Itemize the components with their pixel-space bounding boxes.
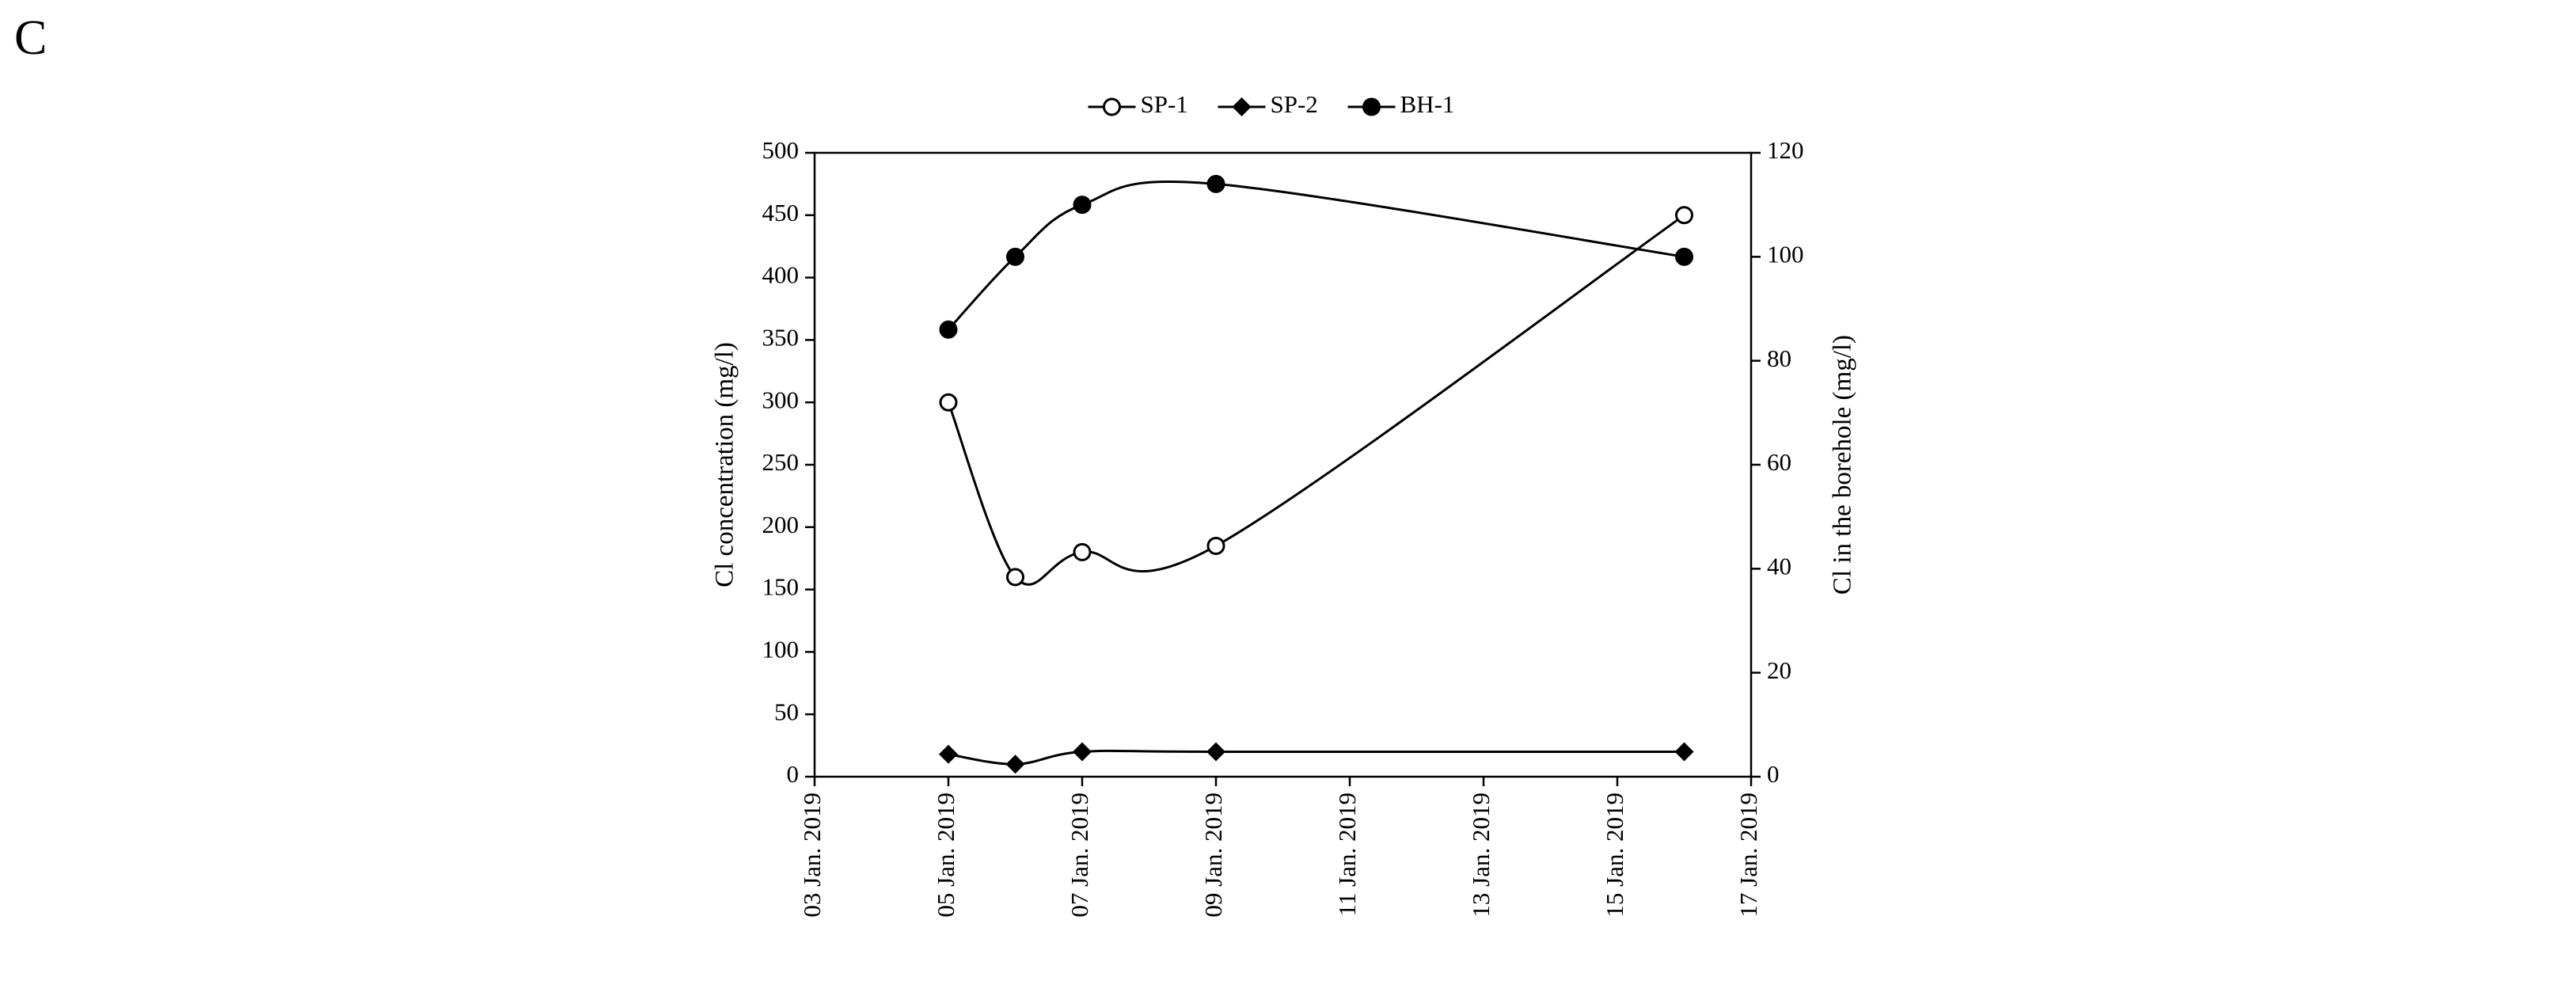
marker: [1675, 206, 1693, 225]
y-tick-label: 100: [762, 636, 800, 663]
series-line: [947, 180, 1685, 331]
y-tick-label: 150: [762, 573, 800, 601]
y-tick-label: 50: [774, 698, 799, 725]
x-tick-label: 17 Jan. 2019: [1734, 793, 1762, 918]
legend-label: SP-2: [1271, 90, 1318, 118]
marker: [1232, 97, 1252, 116]
y2-tick-label: 120: [1767, 136, 1804, 164]
y2-tick-label: 80: [1767, 344, 1791, 372]
marker: [1675, 247, 1693, 266]
marker: [1206, 742, 1225, 762]
x-tick-label: 09 Jan. 2019: [1199, 793, 1227, 918]
y2-tick-label: 60: [1767, 448, 1791, 476]
marker: [1103, 97, 1121, 116]
marker: [1006, 247, 1024, 266]
legend-label: BH-1: [1400, 90, 1455, 118]
y-tick-label: 300: [762, 386, 800, 413]
marker: [1006, 568, 1024, 587]
marker: [1206, 536, 1225, 555]
x-tick-label: 05 Jan. 2019: [932, 793, 959, 918]
marker: [1206, 174, 1225, 193]
y-axis-label: Cl concentration (mg/l): [711, 342, 739, 587]
marker: [939, 320, 958, 339]
y2-tick-label: 20: [1767, 656, 1791, 684]
marker: [939, 393, 958, 412]
x-tick-label: 13 Jan. 2019: [1467, 793, 1495, 918]
y-tick-label: 0: [787, 760, 800, 788]
series-line: [948, 749, 1685, 766]
legend-label: SP-1: [1141, 90, 1188, 118]
plot-frame: [813, 151, 1753, 778]
y-tick-label: 250: [762, 448, 800, 476]
x-tick-label: 03 Jan. 2019: [798, 793, 826, 918]
marker: [939, 744, 958, 764]
marker: [1073, 742, 1092, 762]
y2-tick-label: 0: [1767, 760, 1780, 788]
marker: [1005, 755, 1025, 774]
y-tick-label: 500: [762, 136, 800, 164]
y-tick-label: 450: [762, 199, 800, 226]
y2-tick-label: 100: [1767, 240, 1804, 268]
y-tick-label: 350: [762, 324, 800, 352]
x-tick-label: 15 Jan. 2019: [1601, 793, 1628, 918]
y2-tick-label: 40: [1767, 552, 1791, 580]
marker: [1362, 97, 1381, 116]
y-tick-label: 400: [762, 261, 800, 289]
marker: [1674, 742, 1694, 762]
marker: [1073, 196, 1092, 215]
marker: [1073, 542, 1092, 561]
x-tick-label: 11 Jan. 2019: [1333, 793, 1361, 916]
y-tick-label: 200: [762, 511, 800, 538]
series-line: [947, 214, 1685, 586]
y2-axis-label: Cl in the borehole (mg/l): [1829, 335, 1857, 595]
x-tick-label: 07 Jan. 2019: [1066, 793, 1093, 918]
panel-label: C: [14, 11, 47, 65]
